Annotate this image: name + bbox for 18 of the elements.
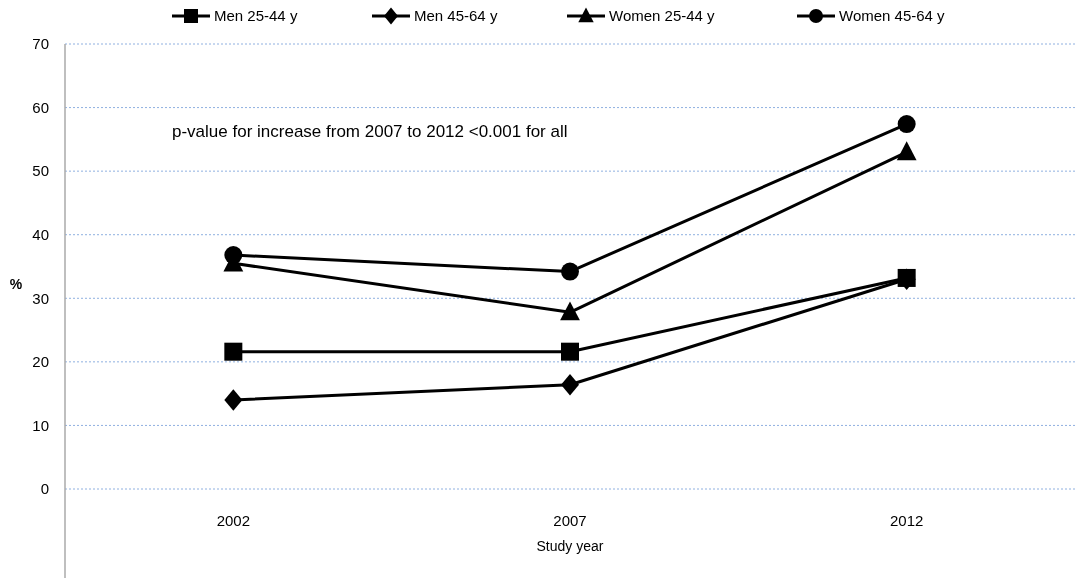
y-tick-label: 0	[40, 480, 49, 498]
y-tick-label: 40	[32, 225, 49, 243]
y-axis-title: %	[9, 275, 23, 292]
annotation: p-value for increase from 2007 to 2012 <0.001 for all	[172, 122, 568, 141]
x-axis-title: Study year	[536, 538, 604, 554]
legend-label: Men 25-44 y	[214, 7, 298, 25]
y-tick-label: 60	[32, 98, 49, 116]
legend-label: Women 45-64 y	[839, 7, 946, 25]
y-tick-label: 10	[32, 416, 49, 434]
x-tick-label: 2002	[216, 512, 251, 530]
y-tick-label: 30	[32, 289, 49, 307]
y-tick-label: 20	[32, 353, 49, 371]
legend-label: Women 25-44 y	[609, 7, 716, 25]
y-tick-label: 70	[32, 35, 49, 53]
x-tick-label: 2007	[553, 512, 587, 530]
legend-label: Men 45-64 y	[414, 7, 498, 25]
y-tick-label: 50	[32, 162, 49, 180]
x-tick-label: 2012	[889, 512, 924, 530]
